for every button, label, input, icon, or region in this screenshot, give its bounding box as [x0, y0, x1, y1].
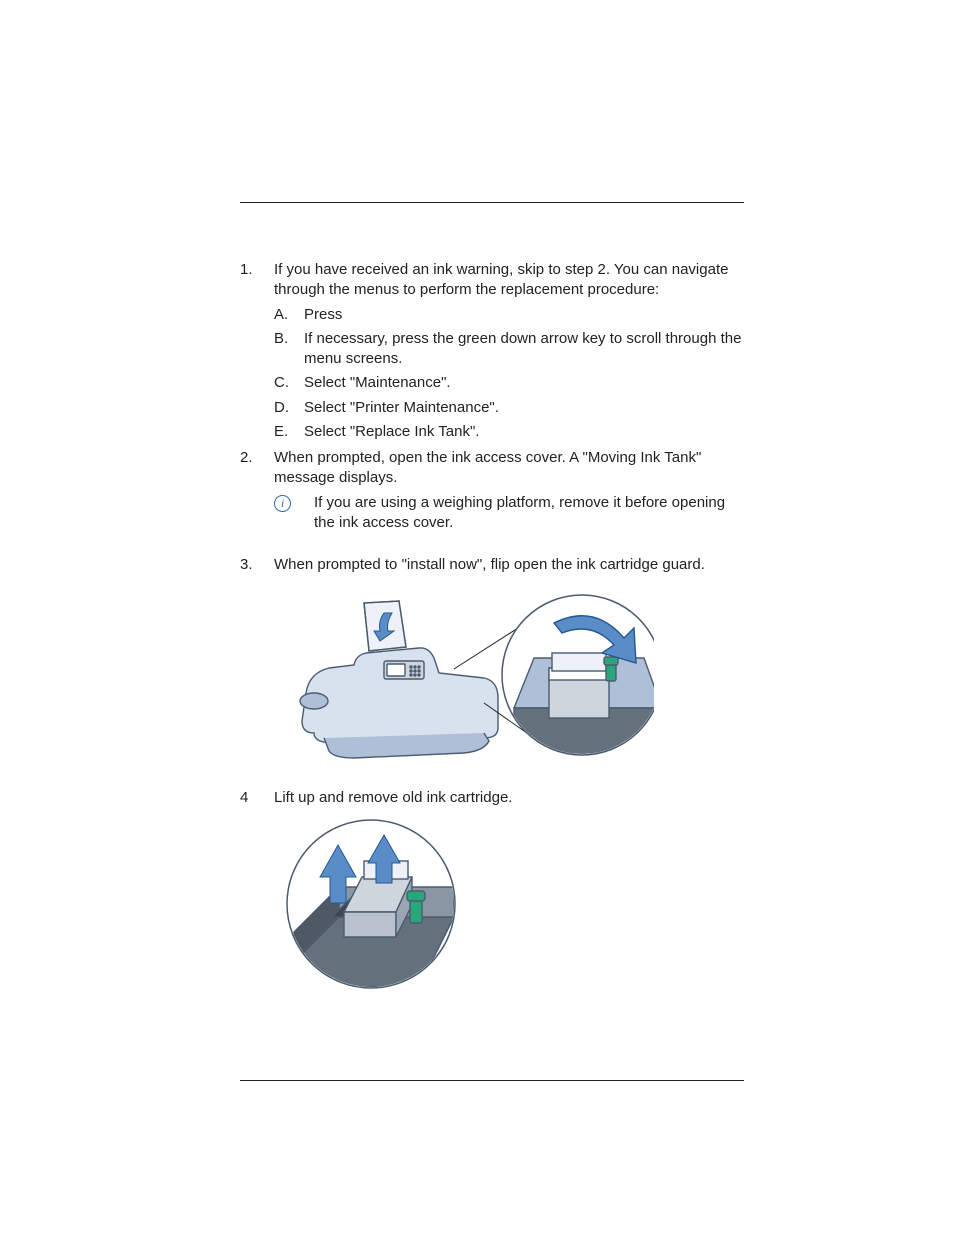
step-2: When prompted, open the ink access cover… [240, 448, 744, 533]
substep-text: Press [304, 306, 342, 323]
substep: If necessary, press the green down arrow… [274, 329, 744, 370]
substep: Press [274, 305, 744, 325]
substep-text: Select "Replace Ink Tank". [304, 423, 479, 440]
figure-install-guard [284, 583, 744, 768]
top-rule [240, 202, 744, 203]
fig2-svg [284, 817, 459, 992]
step-3: When prompted to "install now", flip ope… [240, 555, 744, 768]
info-note: If you are using a weighing platform, re… [274, 493, 744, 534]
step-1-sublist: Press If necessary, press the green down… [274, 305, 744, 443]
substep-text: If necessary, press the green down arrow… [304, 330, 741, 367]
step-1: If you have received an ink warning, ski… [240, 260, 744, 442]
step-4: Lift up and remove old ink cartridge. [240, 788, 744, 991]
fig1-svg [284, 583, 654, 768]
step-list: If you have received an ink warning, ski… [240, 260, 744, 992]
substep-text: Select "Maintenance". [304, 374, 451, 391]
bottom-rule [240, 1080, 744, 1081]
step-text: If you have received an ink warning, ski… [274, 261, 728, 298]
substep: Select "Printer Maintenance". [274, 398, 744, 418]
substep: Select "Replace Ink Tank". [274, 422, 744, 442]
step-text: When prompted to "install now", flip ope… [274, 556, 705, 573]
figure-remove-cartridge [284, 817, 744, 992]
step-text: Lift up and remove old ink cartridge. [274, 789, 512, 806]
step-text: When prompted, open the ink access cover… [274, 449, 701, 486]
substep: Select "Maintenance". [274, 373, 744, 393]
substep-text: Select "Printer Maintenance". [304, 399, 499, 416]
note-text: If you are using a weighing platform, re… [314, 494, 725, 531]
info-icon [274, 495, 291, 512]
